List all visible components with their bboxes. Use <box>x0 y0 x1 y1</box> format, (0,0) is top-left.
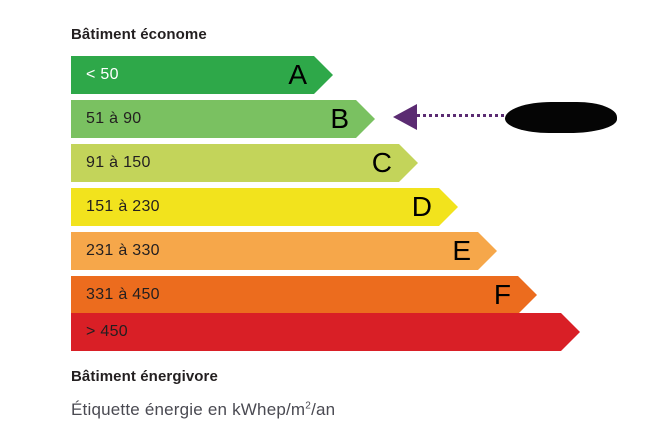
marker-dot <box>453 114 456 117</box>
bar-range-label: > 450 <box>86 323 128 340</box>
marker-dot <box>489 114 492 117</box>
bar-class-letter: D <box>411 191 432 222</box>
bar-range-label: 91 à 150 <box>86 154 151 171</box>
marker-dot <box>435 114 438 117</box>
bar-range-label: 51 à 90 <box>86 110 142 127</box>
bar-shape-b <box>71 100 375 138</box>
caption-unit-prefix: Étiquette énergie en kWhep/m <box>71 400 306 419</box>
caption-economical-building: Bâtiment économe <box>71 26 207 43</box>
bar-shape-d <box>71 188 458 226</box>
marker-dot <box>483 114 486 117</box>
energy-class-row-c: 91 à 150 C <box>71 144 418 182</box>
energy-class-row-b: 51 à 90 B <box>71 100 375 138</box>
marker-dotted-line <box>417 114 507 117</box>
bar-class-letter: E <box>452 235 471 266</box>
bar-shape-g <box>71 313 580 351</box>
bar-range-label: 331 à 450 <box>86 286 160 303</box>
energy-class-row-d: 151 à 230 D <box>71 188 458 226</box>
redaction-blob <box>505 102 617 133</box>
bar-shape-e <box>71 232 497 270</box>
marker-dot <box>417 114 420 117</box>
marker-dot <box>495 114 498 117</box>
bar-range-label: 151 à 230 <box>86 198 160 215</box>
marker-dot <box>465 114 468 117</box>
bar-class-letter: B <box>330 103 349 134</box>
caption-energy-consuming-building: Bâtiment énergivore <box>71 368 218 385</box>
marker-dot <box>423 114 426 117</box>
bar-shape-a <box>71 56 333 94</box>
energy-class-row-f: 331 à 450 F <box>71 276 537 314</box>
marker-arrow-icon <box>393 104 417 130</box>
marker-dot <box>471 114 474 117</box>
marker-dot <box>441 114 444 117</box>
caption-unit-exponent: 2 <box>305 400 312 412</box>
bar-shape-c <box>71 144 418 182</box>
caption-energy-unit: Étiquette énergie en kWhep/m2/an <box>71 400 335 420</box>
bar-range-label: < 50 <box>86 66 119 83</box>
bar-shape-f <box>71 276 537 314</box>
bar-class-letter: A <box>288 59 307 90</box>
energy-class-row-a: < 50 A <box>71 56 333 94</box>
marker-dot <box>501 114 504 117</box>
energy-class-row-g: > 450 <box>71 313 580 351</box>
energy-class-row-e: 231 à 330 E <box>71 232 497 270</box>
marker-dot <box>429 114 432 117</box>
caption-unit-suffix: /an <box>311 400 336 419</box>
marker-dot <box>459 114 462 117</box>
bar-class-letter: F <box>493 279 511 310</box>
bar-class-letter: C <box>371 147 392 178</box>
marker-dot <box>477 114 480 117</box>
marker-dot <box>447 114 450 117</box>
bar-range-label: 231 à 330 <box>86 242 160 259</box>
